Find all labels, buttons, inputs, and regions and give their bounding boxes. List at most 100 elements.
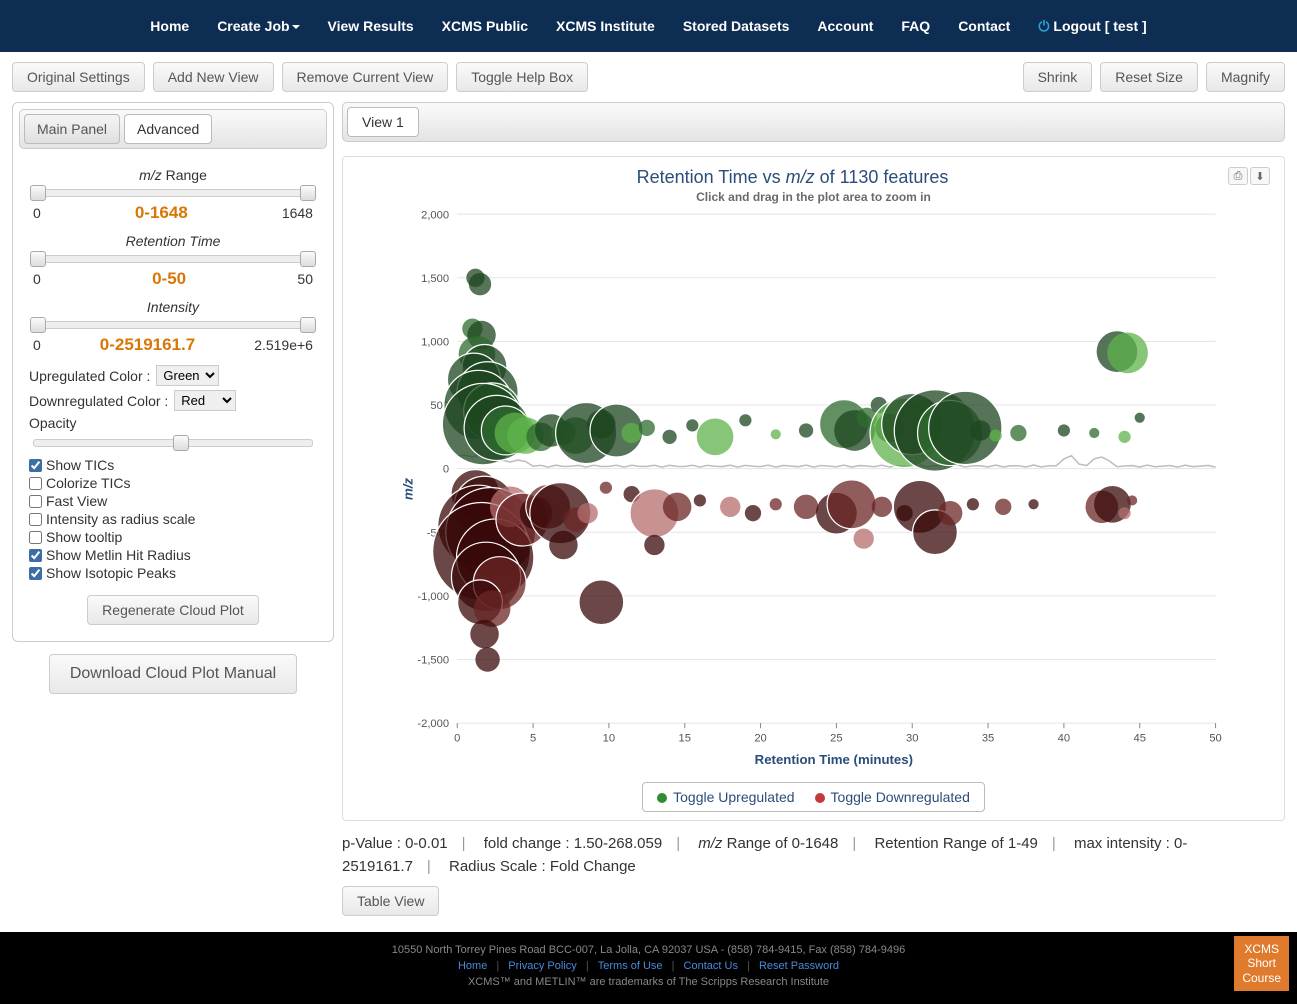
short-course-button[interactable]: XCMSShortCourse [1234,936,1289,991]
tab-main-panel[interactable]: Main Panel [24,114,120,144]
svg-text:40: 40 [1058,732,1070,744]
checkbox-show-metlin-hit-radius[interactable] [29,549,42,562]
regenerate-button[interactable]: Regenerate Cloud Plot [87,595,259,625]
intensity-max: 2.519e+6 [254,337,313,353]
legend-upregulated[interactable]: Toggle Upregulated [657,789,794,805]
slider-handle[interactable] [30,317,46,333]
checkbox-list: Show TICs Colorize TICs Fast View Intensity… [29,457,317,581]
svg-text:45: 45 [1133,732,1145,744]
nav-logout[interactable]: ⏻Logout [ test ] [1038,18,1146,35]
tab-view-1[interactable]: View 1 [347,107,419,137]
chart-subtitle: Click and drag in the plot area to zoom … [357,190,1270,204]
downcolor-select[interactable]: Red [174,390,236,411]
nav-home[interactable]: Home [150,18,189,34]
svg-text:Retention Time (minutes): Retention Time (minutes) [755,752,913,767]
side-panel: Main Panel Advanced m/z Range 0 0-1648 1… [12,102,334,642]
nav-create-job[interactable]: Create Job [217,18,299,34]
check-row: Show Isotopic Peaks [29,565,317,581]
downcolor-label: Downregulated Color : [29,393,168,409]
svg-text:50: 50 [1209,732,1221,744]
svg-text:30: 30 [906,732,918,744]
checkbox-intensity-as-radius-scale[interactable] [29,513,42,526]
legend-downregulated[interactable]: Toggle Downregulated [815,789,970,805]
mz-slider[interactable] [33,189,313,197]
nav-xcms-institute[interactable]: XCMS Institute [556,18,655,34]
svg-text:-2,000: -2,000 [417,718,449,730]
check-row: Show TICs [29,457,317,473]
slider-handle[interactable] [300,251,316,267]
upcolor-select[interactable]: Green [156,365,219,386]
footer-address: 10550 North Torrey Pines Road BCC-007, L… [0,944,1297,956]
nav-account[interactable]: Account [817,18,873,34]
svg-text:35: 35 [982,732,994,744]
caret-down-icon [292,25,300,29]
check-row: Show tooltip [29,529,317,545]
svg-text:20: 20 [754,732,766,744]
reset-size-button[interactable]: Reset Size [1100,62,1198,92]
svg-text:10: 10 [603,732,615,744]
rt-value: 0-50 [152,269,186,289]
checkbox-label: Show Isotopic Peaks [46,565,176,581]
print-icon[interactable]: ⎙ [1228,167,1248,185]
svg-text:2,000: 2,000 [421,209,449,221]
svg-text:1,500: 1,500 [421,273,449,285]
footer-link-terms-of-use[interactable]: Terms of Use [598,960,663,972]
rt-range-label: Retention Time [29,233,317,249]
check-row: Show Metlin Hit Radius [29,547,317,563]
stats-summary: p-Value : 0-0.01| fold change : 1.50-268… [342,833,1285,878]
nav-view-results[interactable]: View Results [328,18,414,34]
svg-text:0: 0 [443,464,449,476]
opacity-label: Opacity [29,415,76,431]
nav-xcms-public[interactable]: XCMS Public [442,18,528,34]
checkbox-show-tics[interactable] [29,459,42,472]
magnify-button[interactable]: Magnify [1206,62,1285,92]
checkbox-show-isotopic-peaks[interactable] [29,567,42,580]
download-icon[interactable]: ⬇ [1250,167,1270,185]
svg-text:15: 15 [679,732,691,744]
footer-trademark: XCMS™ and METLIN™ are trademarks of The … [0,976,1297,988]
opacity-slider[interactable] [33,439,313,447]
tab-advanced[interactable]: Advanced [124,114,212,144]
slider-handle[interactable] [173,435,189,451]
slider-handle[interactable] [300,317,316,333]
checkbox-colorize-tics[interactable] [29,477,42,490]
toggle-help-button[interactable]: Toggle Help Box [456,62,588,92]
svg-text:0: 0 [454,732,460,744]
slider-handle[interactable] [30,251,46,267]
checkbox-label: Show tooltip [46,529,122,545]
check-row: Intensity as radius scale [29,511,317,527]
upcolor-label: Upregulated Color : [29,368,150,384]
chart-title: Retention Time vs m/z of 1130 features [357,167,1270,188]
svg-text:m/z: m/z [400,478,415,500]
footer-link-home[interactable]: Home [458,960,487,972]
checkbox-label: Fast View [46,493,107,509]
download-manual-button[interactable]: Download Cloud Plot Manual [49,654,297,694]
original-settings-button[interactable]: Original Settings [12,62,145,92]
checkbox-fast-view[interactable] [29,495,42,508]
checkbox-show-tooltip[interactable] [29,531,42,544]
table-view-button[interactable]: Table View [342,886,439,916]
nav-faq[interactable]: FAQ [901,18,930,34]
footer-link-privacy-policy[interactable]: Privacy Policy [508,960,576,972]
nav-stored-datasets[interactable]: Stored Datasets [683,18,790,34]
slider-handle[interactable] [300,185,316,201]
checkbox-label: Colorize TICs [46,475,131,491]
intensity-slider[interactable] [33,321,313,329]
mz-range-label: m/z Range [29,167,317,183]
footer-link-reset-password[interactable]: Reset Password [759,960,839,972]
svg-text:-1,500: -1,500 [417,655,449,667]
nav-contact[interactable]: Contact [958,18,1010,34]
check-row: Fast View [29,493,317,509]
rt-slider[interactable] [33,255,313,263]
footer-link-contact-us[interactable]: Contact Us [684,960,738,972]
slider-handle[interactable] [30,185,46,201]
mz-min: 0 [33,205,41,221]
shrink-button[interactable]: Shrink [1023,62,1093,92]
svg-text:25: 25 [830,732,842,744]
chart-area: ⎙ ⬇ Retention Time vs m/z of 1130 featur… [342,156,1285,821]
cloud-plot[interactable]: -2,000-1,500-1,000-50005001,0001,5002,00… [357,204,1270,774]
add-view-button[interactable]: Add New View [153,62,274,92]
intensity-range-label: Intensity [29,299,317,315]
remove-view-button[interactable]: Remove Current View [282,62,449,92]
mz-value: 0-1648 [135,203,188,223]
